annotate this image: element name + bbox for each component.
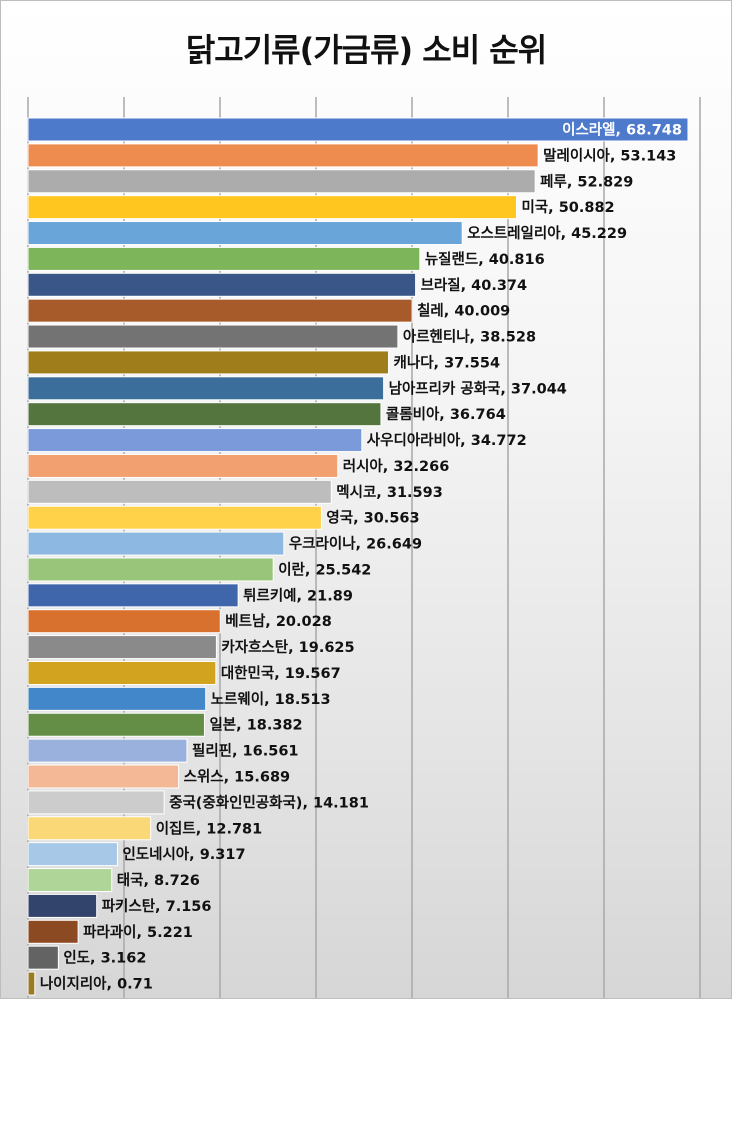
data-label: 뉴질랜드, 40.816 (425, 250, 545, 268)
bar (27, 298, 413, 323)
data-label: 이스라엘, 68.748 (562, 122, 682, 139)
bar (27, 609, 221, 634)
data-label: 이란, 25.542 (278, 560, 371, 578)
data-label: 카자흐스탄, 19.625 (221, 639, 354, 656)
bar (27, 143, 539, 168)
data-label: 오스트레일리아, 45.229 (467, 225, 627, 242)
data-label: 인도, 3.162 (63, 949, 146, 967)
data-label: 페루, 52.829 (540, 173, 633, 190)
data-label: 아르헨티나, 38.528 (403, 329, 536, 346)
bar (27, 272, 417, 297)
data-label: 베트남, 20.028 (225, 613, 332, 630)
bar (27, 919, 79, 944)
bar (27, 324, 399, 349)
data-label: 인도네시아, 9.317 (122, 845, 245, 863)
data-label: 일본, 18.382 (209, 717, 302, 734)
data-label: 콜롬비아, 36.764 (386, 406, 506, 423)
bar (27, 169, 536, 194)
data-label: 대한민국, 19.567 (221, 665, 341, 682)
bar (27, 531, 285, 556)
bar (27, 971, 36, 996)
bar (27, 402, 382, 427)
bar (27, 738, 188, 763)
bar (27, 195, 517, 220)
data-label: 사우디아라비아, 34.772 (367, 432, 527, 449)
data-label: 노르웨이, 18.513 (211, 690, 331, 708)
bar (27, 350, 390, 375)
bar (27, 816, 152, 841)
data-label: 러시아, 32.266 (343, 458, 450, 475)
bar (27, 583, 239, 608)
bar (27, 376, 385, 401)
bar (27, 117, 689, 142)
data-label: 칠레, 40.009 (417, 303, 510, 320)
data-label: 태국, 8.726 (117, 872, 200, 889)
bar (27, 660, 217, 685)
data-label: 우크라이나, 26.649 (289, 536, 422, 553)
data-label: 파라과이, 5.221 (83, 924, 193, 941)
bar (27, 712, 205, 737)
data-label: 이집트, 12.781 (156, 819, 263, 837)
bar (27, 790, 165, 815)
data-label: 캐나다, 37.554 (394, 354, 501, 371)
data-label: 튀르키예, 21.89 (243, 586, 353, 604)
data-label: 중국(중화인민공화국), 14.181 (169, 793, 369, 811)
data-label: 파키스탄, 7.156 (102, 898, 212, 915)
data-label: 필리핀, 16.561 (192, 742, 299, 760)
bar (27, 686, 207, 711)
data-label: 브라질, 40.374 (421, 276, 528, 294)
data-label: 영국, 30.563 (326, 509, 419, 527)
bar (27, 868, 113, 893)
chart-title: 닭고기류(가금류) 소비 순위 (185, 31, 547, 69)
bar (27, 635, 217, 660)
bar (27, 893, 98, 918)
bar (27, 479, 332, 504)
data-label: 남아프리카 공화국, 37.044 (389, 380, 567, 397)
bar (27, 453, 339, 478)
bar (27, 505, 322, 530)
data-label: 말레이시아, 53.143 (543, 146, 676, 164)
chart-area: 닭고기류(가금류) 소비 순위 이스라엘, 68.748 말레이시아, 53.14… (0, 0, 732, 999)
data-label: 나이지리아, 0.71 (40, 976, 153, 993)
bar (27, 945, 59, 970)
bar (27, 764, 180, 789)
plot-area: 이스라엘, 68.748 말레이시아, 53.143 페루, 52.829 미국, 5… (27, 97, 701, 998)
data-label: 미국, 50.882 (521, 199, 614, 216)
data-label: 스위스, 15.689 (184, 769, 291, 786)
bar (27, 428, 363, 453)
data-label: 멕시코, 31.593 (336, 484, 443, 501)
bar (27, 221, 463, 246)
bar (27, 246, 421, 271)
bar (27, 557, 274, 582)
bar (27, 842, 118, 867)
